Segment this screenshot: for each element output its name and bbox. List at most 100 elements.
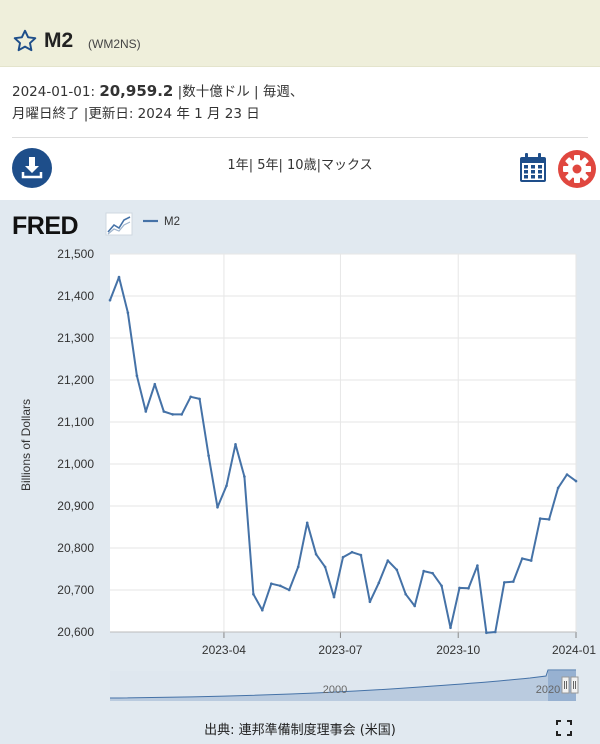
range-10y[interactable]: 10歳 <box>287 158 317 173</box>
star-icon[interactable] <box>12 28 38 54</box>
observation-date: 2024-01-01: <box>12 84 96 100</box>
series-header: M2 (WM2NS) <box>0 0 600 67</box>
line-chart[interactable]: FRED M2 Billions of Dollars 21,500 21,400… <box>0 200 600 720</box>
data-point[interactable] <box>449 626 452 630</box>
data-point[interactable] <box>547 518 551 521</box>
data-point[interactable] <box>395 568 399 572</box>
data-point[interactable] <box>476 564 479 567</box>
chart-container: FRED M2 Billions of Dollars 21,500 21,400… <box>0 200 600 744</box>
navigator-handle-right[interactable] <box>570 676 579 694</box>
page-title: M2 <box>44 29 74 52</box>
data-point[interactable] <box>494 630 497 634</box>
range-navigator[interactable]: 2000 2020 <box>109 669 579 701</box>
navigator-handle-left[interactable] <box>561 676 570 694</box>
data-point[interactable] <box>341 555 345 559</box>
download-button[interactable] <box>12 148 52 188</box>
fred-logo: FRED <box>12 212 133 240</box>
y-tick-label: 21,200 <box>57 373 94 387</box>
navigator-area <box>110 670 576 701</box>
data-point[interactable] <box>198 397 201 401</box>
data-point[interactable] <box>368 600 372 604</box>
data-point[interactable] <box>431 571 434 575</box>
y-tick-label: 20,800 <box>57 541 94 555</box>
x-axis-ticks: 2023-04 2023-07 2023-10 2024-01 <box>110 631 596 657</box>
data-point[interactable] <box>538 517 542 520</box>
data-point[interactable] <box>512 580 515 583</box>
data-point[interactable] <box>207 454 210 457</box>
gridlines <box>110 253 577 633</box>
x-tick-label: 2023-07 <box>318 643 362 657</box>
data-point[interactable] <box>252 592 255 596</box>
data-point[interactable] <box>565 473 569 476</box>
data-point[interactable] <box>485 631 488 635</box>
data-point[interactable] <box>261 608 264 612</box>
navigator-line <box>109 669 576 699</box>
range-separator: | <box>248 158 254 173</box>
divider <box>12 137 588 138</box>
data-point[interactable] <box>467 587 470 590</box>
data-point[interactable] <box>520 557 524 560</box>
data-point[interactable] <box>529 559 533 562</box>
y-tick-label: 21,100 <box>57 415 94 429</box>
data-point[interactable] <box>413 604 417 608</box>
y-tick-label: 21,000 <box>57 457 94 471</box>
data-point[interactable] <box>377 581 381 585</box>
navigator-year-label: 2000 <box>323 684 347 696</box>
range-1y[interactable]: 1年 <box>227 158 249 173</box>
data-point[interactable] <box>243 475 246 478</box>
data-point[interactable] <box>314 553 318 556</box>
data-point[interactable] <box>117 275 121 279</box>
range-separator: | <box>316 158 321 173</box>
data-point[interactable] <box>574 479 578 483</box>
data-point[interactable] <box>422 569 426 573</box>
data-point[interactable] <box>296 565 300 569</box>
series-group <box>108 275 578 635</box>
data-point[interactable] <box>287 588 291 592</box>
y-axis-ticks: 21,500 21,400 21,300 21,200 21,100 21,000 20,9… <box>57 247 94 639</box>
x-tick-label: 2023-04 <box>202 643 246 657</box>
data-point[interactable] <box>556 486 560 490</box>
data-point[interactable] <box>171 413 174 416</box>
data-point[interactable] <box>359 553 363 557</box>
data-point[interactable] <box>126 311 130 315</box>
chart-legend: M2 <box>143 216 180 228</box>
fred-logo-graph-icon <box>105 212 133 236</box>
data-point[interactable] <box>135 374 139 378</box>
data-point[interactable] <box>234 443 237 446</box>
fred-logo-text: FRED <box>12 212 78 240</box>
fullscreen-icon[interactable] <box>556 720 572 736</box>
date-range-selector: 1年| 5年| 10歳|マックス <box>0 154 600 173</box>
range-max[interactable]: マックス <box>320 158 373 173</box>
data-point[interactable] <box>440 584 443 588</box>
data-point[interactable] <box>108 298 112 302</box>
meta-line-1: 2024-01-01: 20,959.2 |数十億ドル | 毎週、 <box>12 80 588 103</box>
data-point[interactable] <box>144 410 148 413</box>
data-point[interactable] <box>279 584 282 588</box>
units-frequency: |数十億ドル | 毎週、 <box>177 84 304 100</box>
data-point[interactable] <box>404 592 408 596</box>
data-point[interactable] <box>270 582 273 585</box>
data-point[interactable] <box>386 559 390 562</box>
data-point[interactable] <box>503 581 506 584</box>
data-point[interactable] <box>350 550 354 554</box>
source-credit: 出典: 連邦準備制度理事会 (米国) <box>204 723 396 738</box>
range-5y[interactable]: 5年 <box>257 158 279 173</box>
range-separator: | <box>278 158 283 173</box>
series-meta: 2024-01-01: 20,959.2 |数十億ドル | 毎週、 月曜日終了 … <box>12 80 588 125</box>
data-point[interactable] <box>332 595 336 599</box>
data-point[interactable] <box>305 521 309 525</box>
gear-icon[interactable] <box>557 149 597 189</box>
data-point[interactable] <box>189 395 192 399</box>
calendar-icon[interactable] <box>519 153 547 183</box>
series-id: (WM2NS) <box>88 37 141 51</box>
data-point[interactable] <box>216 506 219 509</box>
data-point[interactable] <box>458 586 461 590</box>
observation-value: 20,959.2 <box>99 82 174 100</box>
data-point[interactable] <box>153 382 157 386</box>
data-point[interactable] <box>225 484 228 488</box>
data-point[interactable] <box>162 410 166 413</box>
data-point[interactable] <box>323 565 327 569</box>
y-tick-label: 20,600 <box>57 625 94 639</box>
data-point[interactable] <box>180 413 183 416</box>
meta-line-2: 月曜日終了 |更新日: 2024 年 1 月 23 日 <box>12 106 260 122</box>
